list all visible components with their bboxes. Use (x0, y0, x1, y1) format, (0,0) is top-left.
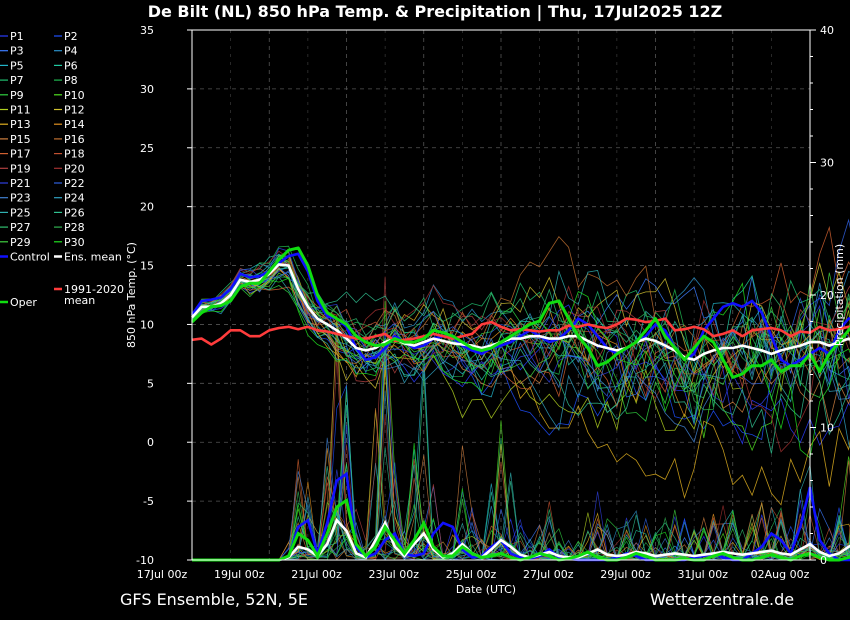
legend-label: P24 (64, 192, 85, 205)
legend-label: P17 (10, 148, 31, 161)
legend-label: P7 (10, 74, 24, 87)
legend-label: P12 (64, 104, 85, 117)
member-temp-line (191, 254, 850, 394)
footer-source: Wetterzentrale.de (650, 590, 794, 609)
member-temp-line (191, 267, 850, 454)
x-axis-ticks: 17Jul 00z 19Jul 00z 21Jul 00z 23Jul 00z 25Ju… (137, 568, 810, 581)
x-tick-label: 29Jul 00z (600, 568, 651, 581)
legend-label: P16 (64, 133, 85, 146)
legend-label: Ens. mean (64, 251, 122, 264)
legend-label: P21 (10, 177, 31, 190)
legend-label: 1991-2020 (64, 283, 124, 296)
left-axis-ticks: -10 -5 0 5 10 15 20 25 30 35 (136, 24, 192, 567)
x-tick-label: 23Jul 00z (368, 568, 419, 581)
y2-tick-label: 0 (820, 554, 827, 567)
legend-label: P18 (64, 148, 85, 161)
member-precip-line (192, 367, 850, 561)
x-tick-label: 17Jul 00z (137, 568, 188, 581)
y2-tick-label: 10 (820, 422, 834, 435)
legend-label: P30 (64, 236, 85, 249)
legend-label: P5 (10, 59, 24, 72)
legend-label: P28 (64, 221, 85, 234)
x-tick-label: 02Aug 00z (751, 568, 810, 581)
right-axis-ticks: 0 10 20 30 40 (810, 24, 834, 567)
legend-label: P4 (64, 45, 78, 58)
precip-line-ens-mean (192, 517, 850, 562)
x-axis-label: Date (UTC) (456, 583, 516, 596)
footer-model: GFS Ensemble, 52N, 5E (120, 590, 308, 609)
y-tick-label: -10 (136, 554, 154, 567)
y-axis-label: 850 hPa Temp. (°C) (125, 242, 138, 348)
y2-tick-label: 40 (820, 24, 834, 37)
y2-tick-label: 30 (820, 157, 834, 170)
member-temp-line (191, 265, 850, 399)
highlight-series (190, 246, 850, 562)
x-tick-label: 19Jul 00z (214, 568, 265, 581)
legend-label: Oper (10, 296, 37, 309)
legend-label: P9 (10, 89, 24, 102)
y-tick-label: 20 (140, 201, 154, 214)
y-tick-label: -5 (143, 495, 154, 508)
legend-label: P11 (10, 104, 31, 117)
legend-label: P1 (10, 30, 24, 43)
x-tick-label: 21Jul 00z (291, 568, 342, 581)
y-tick-label: 5 (147, 377, 154, 390)
legend-label: P23 (10, 192, 31, 205)
member-temp-line (191, 262, 850, 397)
legend-label: P29 (10, 236, 31, 249)
temp-line-ens-mean (191, 263, 850, 362)
y2-axis-label: Precipitation (mm) (833, 244, 846, 346)
temp-line-1991-2020-mean (191, 317, 850, 346)
legend-label: P6 (64, 59, 78, 72)
precip-line-control (192, 471, 850, 562)
x-tick-label: 25Jul 00z (446, 568, 497, 581)
member-temp-line (191, 255, 850, 424)
legend-label: P10 (64, 89, 85, 102)
member-temp-line (191, 269, 850, 403)
legend-label: P20 (64, 162, 85, 175)
member-temp-line (191, 266, 850, 447)
member-temp-line (191, 250, 850, 453)
y-tick-label: 35 (140, 24, 154, 37)
x-tick-label: 31Jul 00z (677, 568, 728, 581)
legend-label: P2 (64, 30, 78, 43)
x-tick-label: 27Jul 00z (523, 568, 574, 581)
precip-line-oper (192, 497, 850, 562)
temp-line-oper (190, 246, 850, 379)
legend-label: P15 (10, 133, 31, 146)
legend-label: P22 (64, 177, 85, 190)
legend-label: P13 (10, 118, 31, 131)
y-tick-label: 0 (147, 436, 154, 449)
legend-label: Control (10, 251, 50, 264)
y-tick-label: 10 (140, 318, 154, 331)
y-tick-label: 15 (140, 260, 154, 273)
temp-line-control (190, 252, 850, 367)
y-tick-label: 30 (140, 83, 154, 96)
y-tick-label: 25 (140, 142, 154, 155)
legend-label: mean (64, 294, 95, 307)
legend-label: P19 (10, 162, 31, 175)
y2-tick-label: 20 (820, 289, 834, 302)
legend-label: P8 (64, 74, 78, 87)
legend-label: P3 (10, 45, 24, 58)
member-temp-line (191, 245, 850, 401)
legend-label: P14 (64, 118, 85, 131)
legend: P1 P2 P3 P4 P5 P6 P7 P8 P9 P10 P11 P12 P13 P14 P15 P16 P… (0, 30, 124, 309)
legend-label: P25 (10, 206, 31, 219)
chart-title: De Bilt (NL) 850 hPa Temp. & Precipitati… (148, 2, 723, 22)
legend-label: P27 (10, 221, 31, 234)
legend-label: P26 (64, 206, 85, 219)
